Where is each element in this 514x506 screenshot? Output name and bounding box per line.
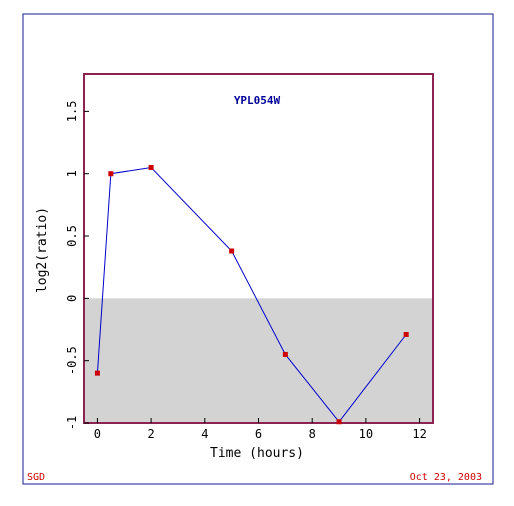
data-point	[148, 164, 154, 170]
y-tick-label: -0.5	[65, 346, 79, 375]
x-tick-label: 0	[94, 427, 101, 441]
y-tick-label: 0	[65, 295, 79, 302]
footer-date-label: Oct 23, 2003	[410, 472, 482, 483]
x-tick-label: 10	[359, 427, 373, 441]
y-tick-label: -1	[65, 416, 79, 430]
x-tick-label: 2	[147, 427, 154, 441]
y-tick-label: 1.5	[65, 101, 79, 123]
x-tick-label: 8	[309, 427, 316, 441]
y-axis-label: log2(ratio)	[35, 207, 50, 293]
y-tick-label: 1	[65, 170, 79, 177]
x-tick-label: 6	[255, 427, 262, 441]
negative-region	[84, 298, 433, 423]
data-point	[336, 419, 342, 425]
x-axis-label: Time (hours)	[210, 446, 304, 461]
x-tick-label: 4	[201, 427, 208, 441]
footer-source-label: SGD	[27, 472, 45, 483]
y-tick-label: 0.5	[65, 225, 79, 247]
chart-title: YPL054W	[234, 94, 281, 107]
data-point	[229, 248, 235, 254]
data-point	[94, 370, 100, 376]
data-point	[282, 351, 288, 357]
data-point	[108, 171, 114, 177]
data-point	[403, 332, 409, 338]
x-tick-label: 12	[412, 427, 426, 441]
